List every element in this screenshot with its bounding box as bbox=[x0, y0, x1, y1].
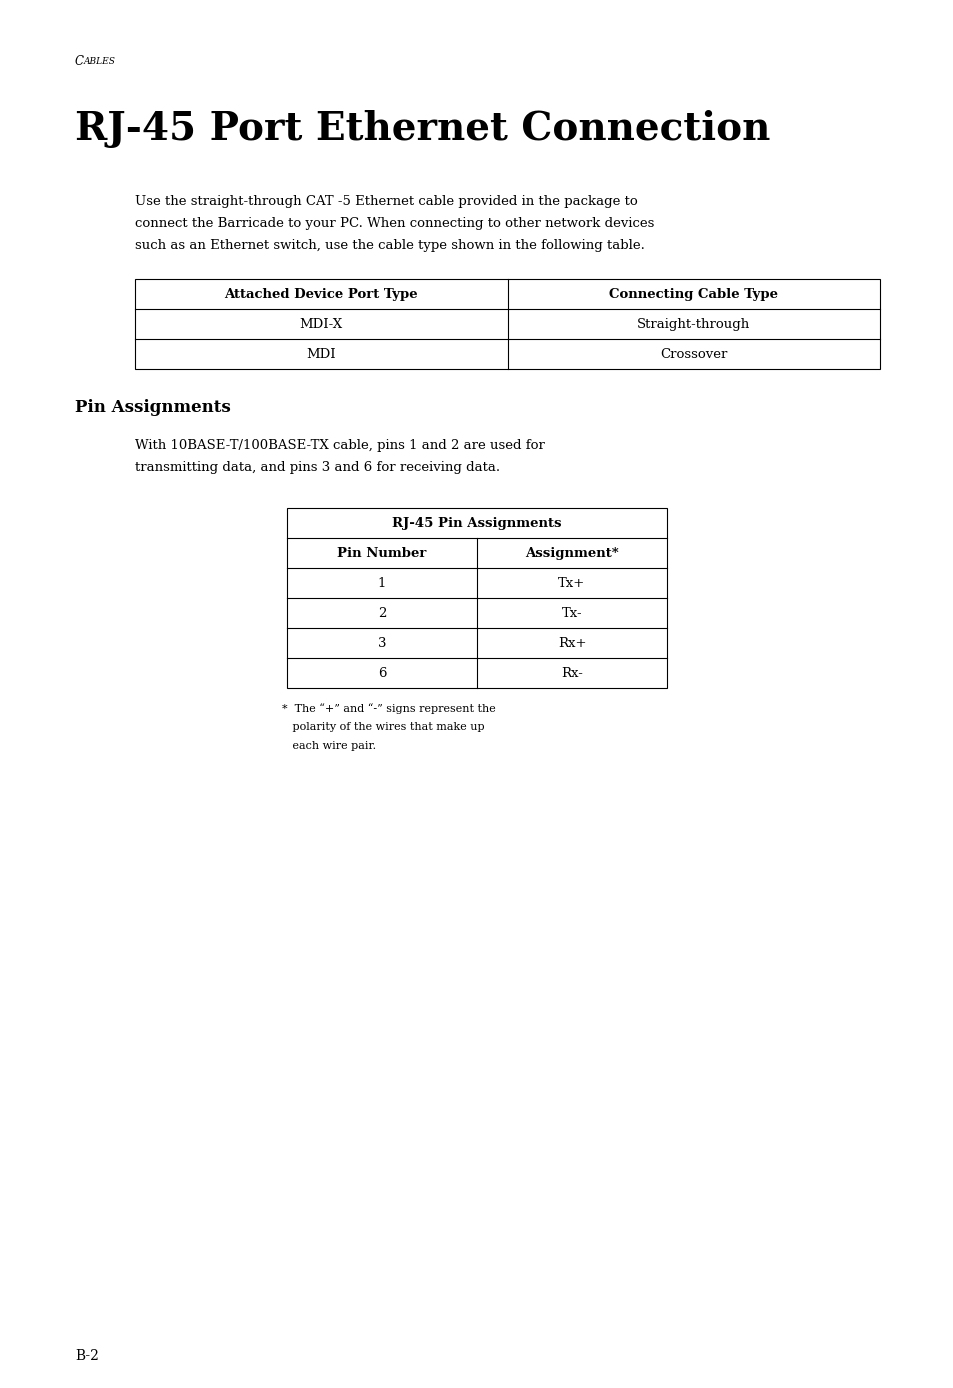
Text: *  The “+” and “-” signs represent the: * The “+” and “-” signs represent the bbox=[282, 702, 496, 713]
Text: connect the Barricade to your PC. When connecting to other network devices: connect the Barricade to your PC. When c… bbox=[135, 217, 654, 230]
Text: polarity of the wires that make up: polarity of the wires that make up bbox=[282, 722, 484, 731]
Text: 3: 3 bbox=[377, 637, 386, 650]
Text: Tx+: Tx+ bbox=[558, 576, 585, 590]
Text: 1: 1 bbox=[377, 576, 386, 590]
Text: ABLES: ABLES bbox=[84, 57, 115, 67]
Bar bbox=[287, 508, 666, 688]
Text: Rx-: Rx- bbox=[560, 666, 582, 680]
Text: Crossover: Crossover bbox=[659, 347, 727, 361]
Text: Pin Assignments: Pin Assignments bbox=[75, 398, 231, 416]
Text: Use the straight-through CAT -5 Ethernet cable provided in the package to: Use the straight-through CAT -5 Ethernet… bbox=[135, 194, 638, 208]
Text: Assignment*: Assignment* bbox=[524, 547, 618, 559]
Bar bbox=[135, 279, 879, 369]
Text: Rx+: Rx+ bbox=[558, 637, 586, 650]
Text: RJ-45 Port Ethernet Connection: RJ-45 Port Ethernet Connection bbox=[75, 110, 770, 149]
Text: such as an Ethernet switch, use the cable type shown in the following table.: such as an Ethernet switch, use the cabl… bbox=[135, 239, 644, 253]
Text: Pin Number: Pin Number bbox=[337, 547, 426, 559]
Text: C: C bbox=[75, 56, 84, 68]
Text: Tx-: Tx- bbox=[561, 607, 581, 619]
Text: RJ-45 Pin Assignments: RJ-45 Pin Assignments bbox=[392, 516, 561, 529]
Text: MDI: MDI bbox=[306, 347, 335, 361]
Text: each wire pair.: each wire pair. bbox=[282, 741, 375, 751]
Text: B-2: B-2 bbox=[75, 1349, 99, 1363]
Text: transmitting data, and pins 3 and 6 for receiving data.: transmitting data, and pins 3 and 6 for … bbox=[135, 461, 499, 473]
Text: Attached Device Port Type: Attached Device Port Type bbox=[224, 287, 417, 300]
Text: 6: 6 bbox=[377, 666, 386, 680]
Text: MDI-X: MDI-X bbox=[299, 318, 342, 330]
Text: 2: 2 bbox=[377, 607, 386, 619]
Text: Straight-through: Straight-through bbox=[637, 318, 750, 330]
Text: With 10BASE-T/100BASE-TX cable, pins 1 and 2 are used for: With 10BASE-T/100BASE-TX cable, pins 1 a… bbox=[135, 439, 544, 452]
Text: Connecting Cable Type: Connecting Cable Type bbox=[609, 287, 778, 300]
